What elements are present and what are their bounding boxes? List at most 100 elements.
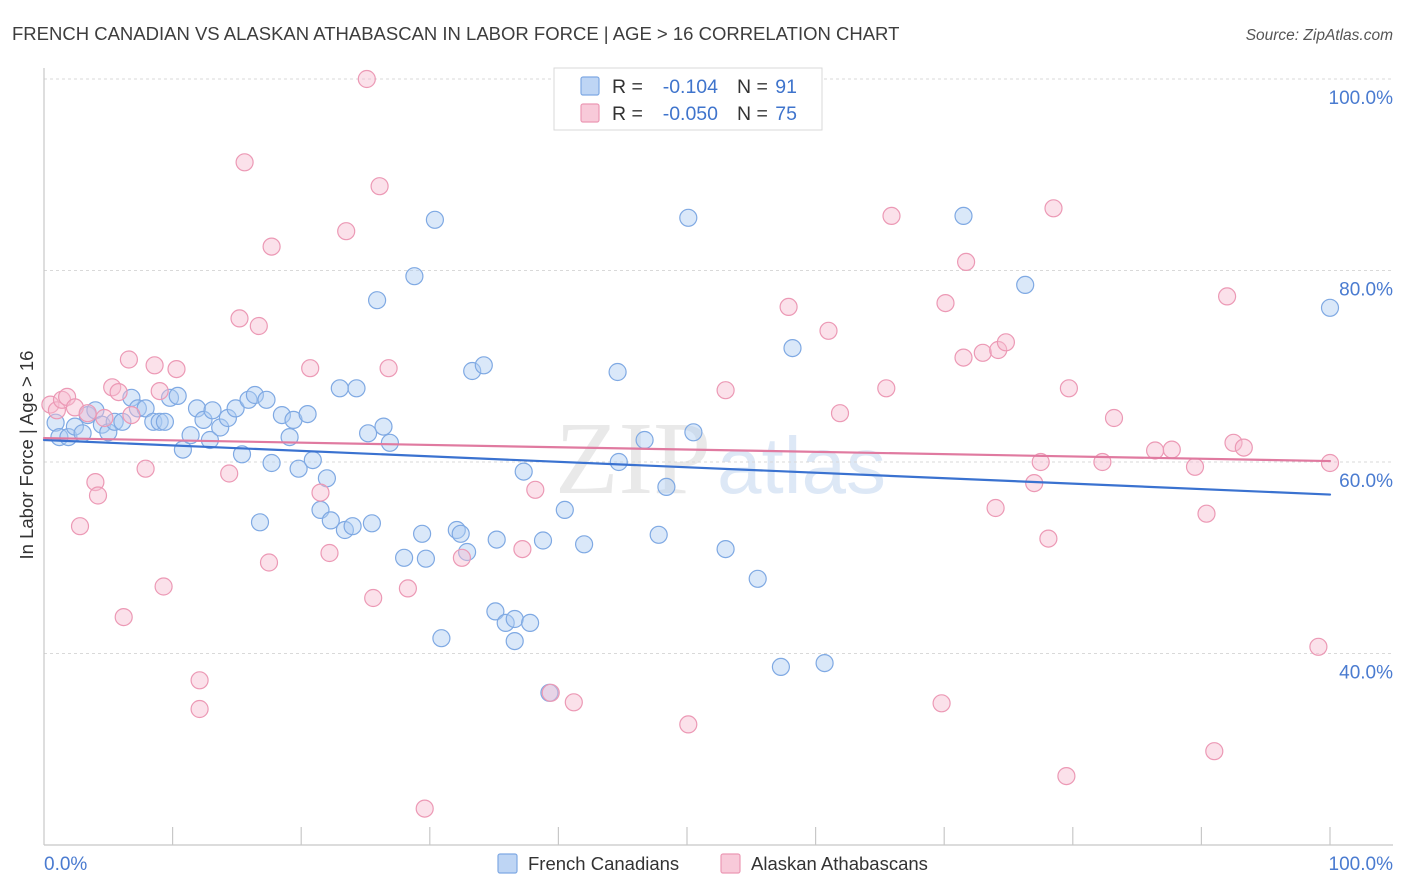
alaskan-athabascans-point	[415, 799, 434, 818]
alaskan-athabascans-point	[379, 359, 398, 378]
alaskan-athabascans-point	[249, 316, 268, 336]
french-canadians-point	[425, 210, 444, 229]
french-canadians-point	[533, 531, 553, 550]
x-tick-label: 0.0%	[44, 854, 87, 875]
alaskan-athabascans-point	[1059, 379, 1079, 398]
y-axis-tick-labels: 100.0% 80.0% 60.0% 40.0%	[1329, 88, 1394, 684]
french-canadians-point	[99, 423, 118, 442]
french-canadians-point	[716, 539, 735, 559]
alaskan-athabascans-point	[1057, 766, 1076, 786]
french-canadians-point	[496, 613, 515, 633]
french-canadians-series-label: French Canadians	[528, 853, 679, 874]
alaskan-athabascans-point	[86, 473, 105, 492]
french-canadians-point	[649, 525, 668, 544]
french-canadians-n-label: N =	[737, 76, 768, 98]
alaskan-athabascans-point	[877, 379, 896, 398]
alaskan-athabascans-point	[357, 69, 376, 89]
alaskan-athabascans-legend-swatch	[580, 103, 600, 123]
alaskan-athabascans-point	[932, 694, 951, 713]
alaskan-athabascans-point	[679, 715, 698, 734]
alaskan-athabascans-point	[190, 699, 209, 719]
french-canadians-point	[359, 424, 378, 443]
french-canadians-point	[451, 524, 470, 543]
alaskan-athabascans-point	[954, 348, 973, 367]
alaskan-athabascans-point	[220, 464, 239, 483]
french-canadians-point	[232, 445, 252, 464]
french-canadians-point	[181, 426, 200, 445]
alaskan-athabascans-series-swatch	[720, 853, 741, 874]
alaskan-athabascans-point	[716, 381, 735, 400]
alaskan-athabascans-point	[1039, 529, 1058, 548]
alaskan-athabascans-point	[1185, 457, 1205, 476]
alaskan-athabascans-point	[150, 382, 169, 401]
french-canadians-point	[609, 452, 628, 472]
alaskan-athabascans-point	[564, 693, 583, 712]
french-canadians-point	[463, 361, 482, 381]
alaskan-athabascans-point	[1205, 742, 1224, 761]
series-legend: French Canadians Alaskan Athabascans	[497, 853, 928, 874]
french-canadians-point	[555, 500, 574, 519]
french-canadians-point	[1016, 275, 1035, 294]
alaskan-athabascans-point	[114, 607, 133, 627]
french-canadians-point	[272, 406, 291, 425]
french-canadians-point	[362, 514, 381, 533]
stats-legend: R = -0.104 N = 91 R = -0.050 N = 75	[553, 67, 823, 131]
french-canadians-point	[487, 530, 506, 549]
alaskan-athabascans-point	[190, 671, 209, 690]
french-canadians-point	[321, 511, 340, 530]
alaskan-athabascans-point	[311, 483, 330, 502]
french-canadians-point	[155, 412, 174, 431]
french-canadians-point	[250, 513, 270, 532]
alaskan-athabascans-n-value: 75	[775, 103, 797, 125]
alaskan-athabascans-point	[986, 498, 1005, 518]
alaskan-athabascans-point	[819, 321, 838, 340]
alaskan-athabascans-point	[1320, 453, 1340, 473]
alaskan-athabascans-point	[154, 577, 173, 596]
french-canadians-point	[405, 267, 424, 286]
alaskan-athabascans-point	[262, 237, 281, 256]
french-canadians-point	[458, 542, 477, 562]
alaskan-athabascans-point	[1104, 408, 1124, 428]
alaskan-athabascans-point	[936, 294, 955, 313]
french-canadians-point	[203, 401, 222, 420]
french-canadians-point	[303, 451, 322, 470]
alaskan-athabascans-series-label: Alaskan Athabascans	[751, 853, 928, 874]
alaskan-athabascans-point	[1162, 440, 1181, 459]
alaskan-athabascans-point	[119, 350, 138, 369]
french-canadians-point	[486, 602, 505, 621]
alaskan-athabascans-point	[95, 408, 114, 428]
alaskan-athabascans-point	[1309, 637, 1328, 656]
french-canadians-point	[211, 418, 230, 437]
alaskan-athabascans-trend-line	[42, 436, 1332, 463]
alaskan-athabascans-point	[956, 252, 976, 271]
french-canadians-point	[218, 408, 237, 428]
french-canadians-point	[262, 453, 281, 473]
french-canadians-point	[257, 390, 276, 409]
chart-title: FRENCH CANADIAN VS ALASKAN ATHABASCAN IN…	[12, 23, 899, 44]
french-canadians-point	[187, 399, 207, 418]
french-canadians-point	[105, 412, 124, 431]
french-canadians-point	[226, 399, 245, 418]
alaskan-athabascans-point	[452, 548, 471, 567]
watermark-atlas: atlas	[717, 421, 886, 510]
french-canadians-r-value: -0.104	[663, 76, 718, 98]
french-canadians-point	[954, 206, 973, 225]
french-canadians-point	[168, 386, 187, 405]
alaskan-athabascans-point	[996, 333, 1016, 352]
x-axis-ticks	[172, 827, 1331, 845]
watermark-zip: ZIP	[555, 401, 711, 516]
french-canadians-point	[380, 433, 399, 452]
french-canadians-point	[574, 535, 594, 554]
alaskan-athabascans-point	[70, 517, 90, 536]
french-canadians-point	[65, 417, 85, 436]
french-canadians-point	[748, 569, 767, 588]
alaskan-athabascans-point	[145, 356, 164, 375]
alaskan-athabascans-point	[301, 359, 320, 378]
source-label: Source: ZipAtlas.com	[1246, 27, 1393, 44]
alaskan-athabascans-point	[1145, 441, 1165, 460]
french-canadians-point	[520, 613, 540, 633]
french-canadians-point	[374, 417, 393, 436]
alaskan-athabascans-point	[259, 553, 279, 572]
alaskan-athabascans-r-value: -0.050	[663, 103, 718, 125]
